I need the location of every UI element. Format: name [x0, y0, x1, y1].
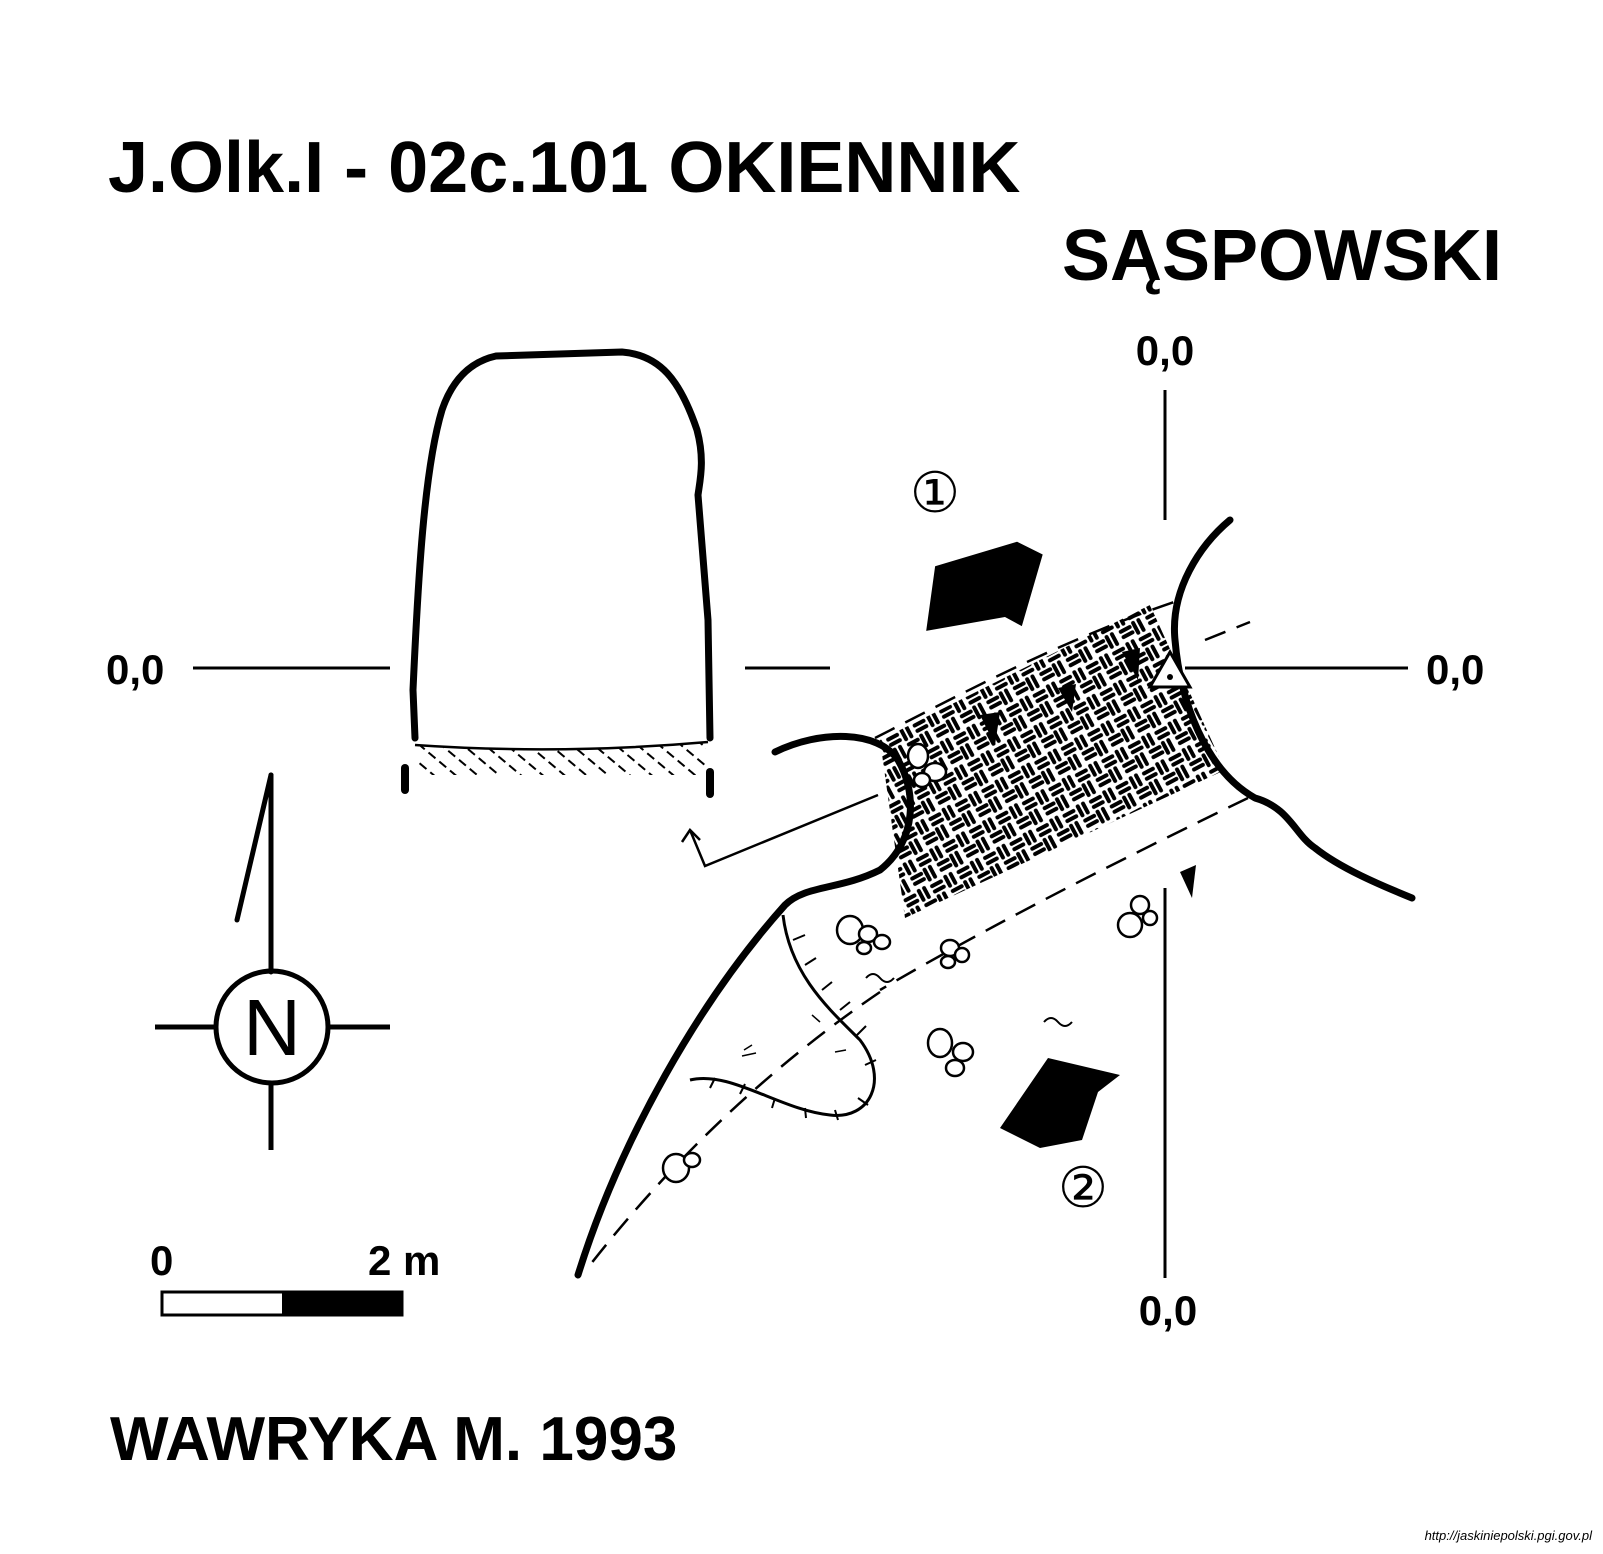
scale-label-end: 2 m: [368, 1237, 440, 1284]
right-wall: [1170, 516, 1416, 902]
view-arrow-1-icon: [926, 541, 1043, 631]
north-arrow-icon: [234, 772, 274, 975]
slope-marks: [980, 648, 1196, 898]
tilde-marks: [865, 973, 1073, 1027]
compass-letter: N: [243, 983, 301, 1072]
section-leader-line: [680, 793, 879, 868]
boulders: [661, 742, 1159, 1184]
cross-section-profile: [401, 348, 714, 798]
title-line-1: J.Olk.I - 02c.101 OKIENNIK: [108, 128, 1020, 208]
compass-rose-icon: [155, 968, 390, 1150]
scale-bar: [160, 1290, 404, 1317]
left-wall: [574, 732, 914, 1279]
section-label-top: 0,0: [1136, 327, 1194, 374]
rim-strokes: [741, 1014, 847, 1057]
profile-outline: [409, 348, 714, 742]
cave-walls: [574, 516, 1416, 1279]
section-label-bottom: 0,0: [1139, 1287, 1197, 1334]
section-label-right: 0,0: [1426, 646, 1484, 693]
title-line-2: SĄSPOWSKI: [1062, 216, 1502, 296]
section-label-left: 0,0: [106, 646, 164, 693]
scale-label-start: 0: [150, 1237, 173, 1284]
survey-station-icon: [1147, 648, 1193, 689]
source-url: http://jaskiniepolski.pgi.gov.pl: [1425, 1528, 1594, 1543]
profile-floor: [414, 740, 709, 751]
view-marker-2: ②: [1058, 1156, 1108, 1219]
view-arrow-2-icon: [1000, 1058, 1120, 1148]
profile-floor-hatching: [418, 743, 706, 775]
rim-edge: [689, 914, 877, 1121]
author-credit: WAWRYKA M. 1993: [110, 1405, 677, 1474]
view-marker-1: ①: [910, 461, 960, 524]
